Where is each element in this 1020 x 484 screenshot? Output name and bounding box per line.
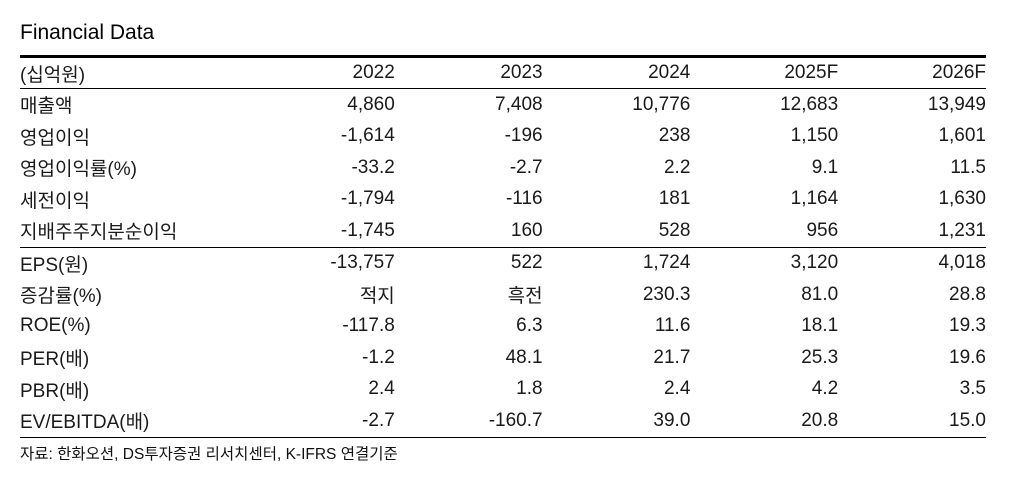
data-cell: 흑전: [507, 286, 543, 308]
year-column-header: 2024: [542, 56, 691, 89]
data-cell: 1,164: [790, 188, 839, 210]
row-label: ROE(%): [20, 315, 91, 337]
table-row: PBR(배) 2.4 1.8 2.4 4.2 3.5: [20, 374, 986, 406]
data-cell: 11.6: [654, 315, 691, 337]
data-cell: -33.2: [351, 156, 395, 178]
data-cell: 적지: [359, 286, 395, 308]
data-cell: -1,614: [340, 125, 395, 147]
data-cell: -1,794: [340, 188, 395, 210]
data-cell: 1.8: [516, 378, 543, 400]
row-label: 영업이익: [20, 127, 90, 149]
table-row: EV/EBITDA(배) -2.7 -160.7 39.0 20.8 15.0: [20, 405, 986, 438]
data-cell: 48.1: [505, 346, 543, 368]
table-row: 매출액 4,860 7,408 10,776 12,683 13,949: [20, 89, 986, 121]
data-cell: 1,601: [938, 125, 986, 147]
row-label: EV/EBITDA(배): [20, 405, 247, 438]
data-cell: 528: [542, 215, 691, 248]
data-cell: -117.8: [342, 315, 395, 337]
data-cell: 9.1: [811, 156, 839, 178]
data-cell: 12,683: [780, 93, 839, 115]
page-title: Financial Data: [20, 21, 155, 44]
data-cell: -1.2: [362, 346, 395, 368]
data-cell: 160: [394, 215, 543, 248]
data-cell: 1,630: [938, 188, 986, 210]
data-cell: 39.0: [542, 405, 691, 438]
row-label: 지배주주지분순이익: [20, 215, 247, 248]
data-cell: 1,231: [838, 215, 986, 248]
data-cell: 81.0: [801, 283, 839, 305]
year-column-header: 2026F: [838, 56, 986, 89]
table-row: 지배주주지분순이익 -1,745 160 528 956 1,231: [20, 215, 986, 248]
data-cell: 19.6: [949, 346, 986, 368]
data-cell: 3,120: [790, 252, 839, 274]
unit-label: (십억원): [20, 56, 247, 89]
data-cell: 2.2: [663, 156, 691, 178]
data-cell: 230.3: [642, 283, 691, 305]
data-cell: 11.5: [950, 156, 986, 178]
table-row: 증감률(%) 적지 흑전 230.3 81.0 28.8: [20, 279, 986, 311]
data-cell: 19.3: [949, 315, 986, 337]
data-cell: 522: [510, 252, 543, 274]
table-row: 영업이익률(%) -33.2 -2.7 2.2 9.1 11.5: [20, 152, 986, 184]
source-note: 자료: 한화오션, DS투자증권 리서치센터, K-IFRS 연결기준: [20, 445, 398, 463]
data-cell: 4,018: [938, 252, 986, 274]
table-header-row: (십억원) 2022 2023 2024 2025F 2026F: [20, 56, 986, 89]
data-cell: 18.1: [801, 315, 839, 337]
data-cell: -2.7: [509, 156, 543, 178]
data-cell: 28.8: [949, 283, 986, 305]
data-cell: 1,150: [790, 125, 839, 147]
table-body: 매출액 4,860 7,408 10,776 12,683 13,949 영업이익 -1,61…: [20, 89, 986, 438]
data-cell: 13,949: [927, 93, 986, 115]
data-cell: -116: [505, 188, 543, 210]
table-row: EPS(원) -13,757 522 1,724 3,120 4,018: [20, 247, 986, 279]
data-cell: -196: [504, 125, 543, 147]
data-cell: 15.0: [838, 405, 986, 438]
row-label: 세전이익: [20, 190, 90, 212]
data-cell: -1,745: [247, 215, 395, 248]
data-cell: 4.2: [811, 378, 839, 400]
year-column-header: 2025F: [690, 56, 839, 89]
data-cell: 10,776: [632, 93, 691, 115]
year-column-header: 2023: [394, 56, 543, 89]
data-cell: 956: [690, 215, 839, 248]
table-row: 영업이익 -1,614 -196 238 1,150 1,601: [20, 121, 986, 153]
year-column-header: 2022: [247, 56, 395, 89]
data-cell: 238: [658, 125, 691, 147]
row-label: 증감률(%): [20, 286, 102, 308]
data-cell: 21.7: [653, 346, 691, 368]
row-label: PER(배): [20, 349, 90, 371]
table-row: 세전이익 -1,794 -116 181 1,164 1,630: [20, 184, 986, 216]
row-label: 매출액: [20, 96, 73, 118]
row-label: PBR(배): [20, 380, 90, 402]
row-label: EPS(원): [20, 254, 89, 276]
data-cell: 1,724: [642, 252, 691, 274]
data-cell: 2.4: [368, 378, 395, 400]
data-cell: 4,860: [347, 93, 395, 115]
data-cell: 20.8: [690, 405, 839, 438]
table-row: PER(배) -1.2 48.1 21.7 25.3 19.6: [20, 342, 986, 374]
row-label: 영업이익률(%): [20, 159, 137, 181]
financial-table: (십억원) 2022 2023 2024 2025F 2026F 매출액 4,860 7,4…: [20, 55, 986, 438]
data-cell: -160.7: [394, 405, 543, 438]
data-cell: 181: [658, 188, 691, 210]
table-row: ROE(%) -117.8 6.3 11.6 18.1 19.3: [20, 311, 986, 343]
data-cell: 3.5: [959, 378, 986, 400]
data-cell: 25.3: [801, 346, 839, 368]
data-cell: -13,757: [330, 252, 395, 274]
data-cell: 6.3: [516, 315, 543, 337]
financial-data-panel: Financial Data (십억원) 2022 2023 2024 2025F 20…: [20, 21, 986, 463]
data-cell: 7,408: [495, 93, 543, 115]
data-cell: -2.7: [247, 405, 395, 438]
data-cell: 2.4: [663, 378, 691, 400]
